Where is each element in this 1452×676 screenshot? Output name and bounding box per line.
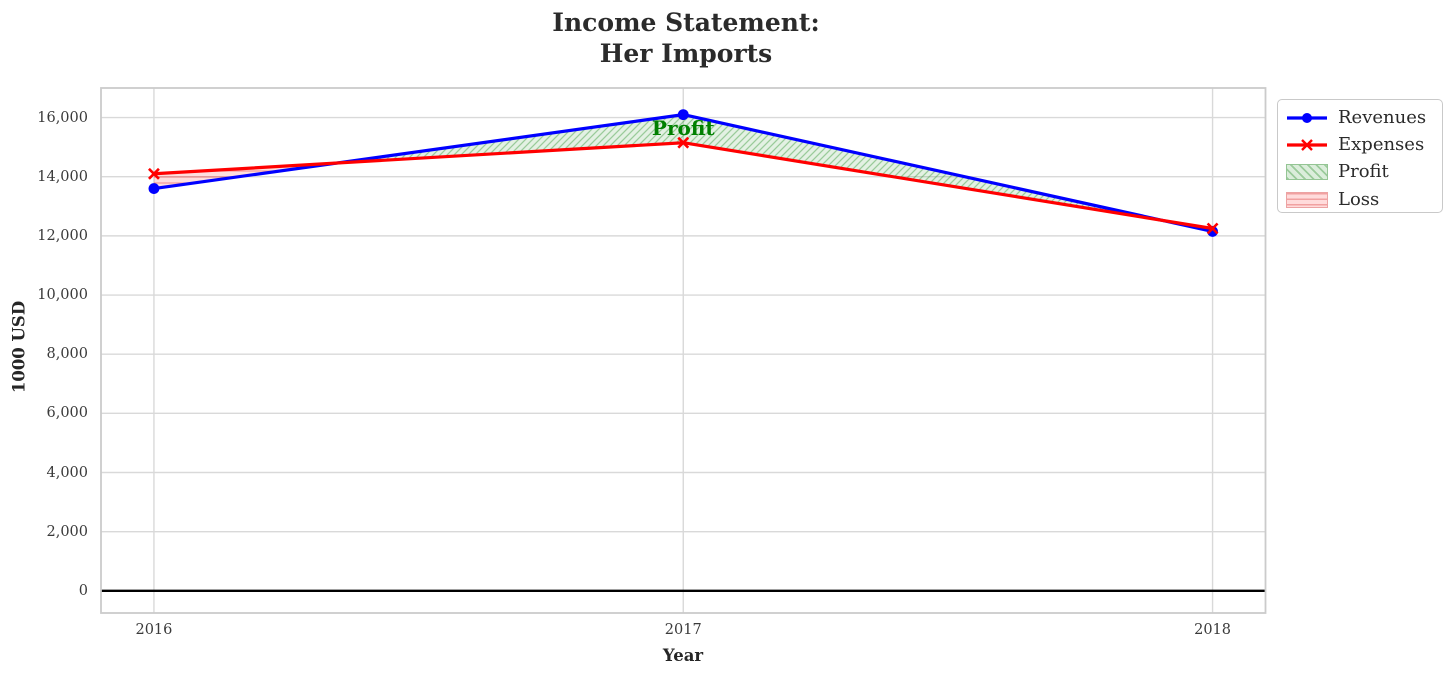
y-tick-label: 4,000 xyxy=(46,464,88,481)
legend-label: Expenses xyxy=(1338,134,1425,156)
legend-item-expenses: Expenses xyxy=(1286,131,1442,158)
plot-border xyxy=(100,87,1267,614)
expenses-marker xyxy=(1206,222,1219,235)
revenues-marker xyxy=(148,183,160,194)
y-tick-label: 2,000 xyxy=(46,523,88,540)
expenses-legend-swatch xyxy=(1286,136,1328,154)
chart-title: Income Statement: Her Imports xyxy=(552,8,820,68)
profit-legend-swatch xyxy=(1286,163,1328,181)
profit-fill-region xyxy=(336,114,1163,221)
x-tick-label: 2018 xyxy=(1194,622,1232,638)
legend-label: Profit xyxy=(1338,161,1389,183)
x-axis-label: Year xyxy=(662,646,704,665)
series-lines xyxy=(148,109,1219,237)
legend-item-loss: Loss xyxy=(1286,186,1442,213)
y-tick-label: 10,000 xyxy=(37,287,88,304)
loss-legend-swatch xyxy=(1286,191,1328,209)
y-tick-label: 8,000 xyxy=(46,346,88,363)
revenues-legend-swatch xyxy=(1286,109,1328,127)
legend-item-profit: Profit xyxy=(1286,159,1442,186)
x-tick-label: 2016 xyxy=(135,622,173,638)
revenues-marker xyxy=(677,109,689,121)
legend-label: Loss xyxy=(1338,188,1380,210)
legend-label: Revenues xyxy=(1338,106,1427,128)
y-tick-label: 16,000 xyxy=(37,109,88,126)
profit-annotation: Profit xyxy=(651,115,715,140)
legend: Revenues Expenses Profit Loss xyxy=(1277,99,1443,213)
x-tick-label: 2017 xyxy=(664,622,702,638)
y-tick-label: 12,000 xyxy=(37,227,88,244)
y-tick-label: 6,000 xyxy=(46,405,88,422)
expenses-marker xyxy=(677,136,690,149)
expenses-marker xyxy=(148,167,160,180)
y-tick-label: 14,000 xyxy=(37,168,88,185)
legend-item-revenues: Revenues xyxy=(1286,104,1442,131)
y-tick-label: 0 xyxy=(78,582,88,599)
